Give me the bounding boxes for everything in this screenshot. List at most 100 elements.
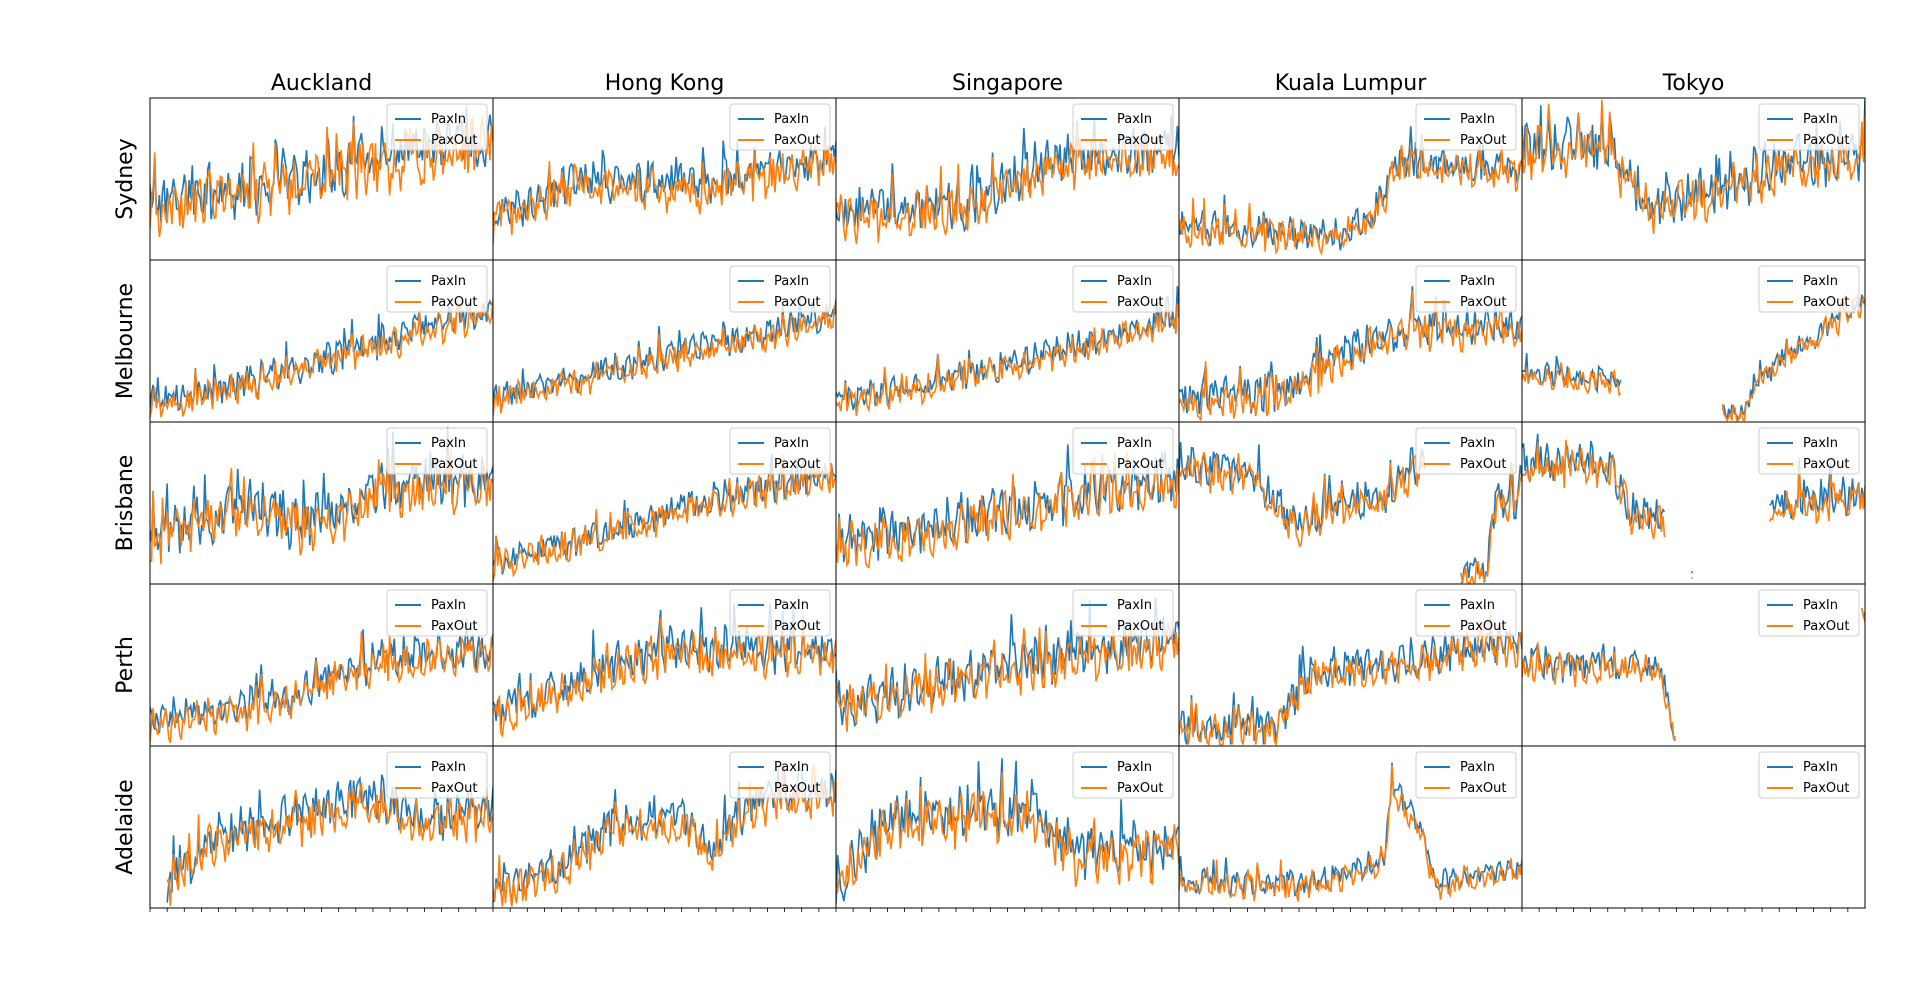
series-line-paxout bbox=[493, 141, 836, 245]
legend-label-paxout: PaxOut bbox=[1460, 295, 1506, 310]
panel-perth-tokyo: PaxIn PaxOut bbox=[1521, 583, 1866, 747]
panel-sydney-singapore: PaxIn PaxOut bbox=[835, 97, 1180, 261]
series-line-paxout bbox=[150, 449, 493, 565]
column-title-kuala-lumpur: Kuala Lumpur bbox=[1275, 71, 1427, 96]
legend-label-paxin: PaxIn bbox=[1460, 760, 1495, 775]
legend-label-paxout: PaxOut bbox=[431, 133, 477, 148]
series-line-paxout bbox=[836, 125, 1179, 244]
legend-label-paxout: PaxOut bbox=[1803, 133, 1849, 148]
legend-label-paxin: PaxIn bbox=[774, 436, 809, 451]
row-title-melbourne: Melbourne bbox=[113, 283, 138, 399]
legend-label-paxin: PaxIn bbox=[1460, 274, 1495, 289]
legend-label-paxin: PaxIn bbox=[1117, 436, 1152, 451]
legend-box bbox=[386, 589, 488, 637]
legend-label-paxout: PaxOut bbox=[1803, 295, 1849, 310]
legend-label-paxout: PaxOut bbox=[1117, 457, 1163, 472]
legend-label-paxout: PaxOut bbox=[431, 457, 477, 472]
row-title-brisbane: Brisbane bbox=[113, 455, 138, 552]
legend-label-paxout: PaxOut bbox=[1803, 457, 1849, 472]
series-line-paxout bbox=[1522, 439, 1865, 580]
legend-label-paxin: PaxIn bbox=[1803, 436, 1838, 451]
series-line-paxout bbox=[836, 618, 1179, 732]
column-title-tokyo: Tokyo bbox=[1662, 71, 1725, 96]
legend-box bbox=[1072, 427, 1174, 475]
column-title-auckland: Auckland bbox=[271, 71, 372, 96]
legend-label-paxout: PaxOut bbox=[1117, 781, 1163, 796]
series-line-paxout bbox=[493, 454, 836, 582]
panel-melbourne-singapore: PaxIn PaxOut bbox=[835, 259, 1180, 423]
series-line-paxout bbox=[1179, 290, 1522, 421]
row-title-sydney: Sydney bbox=[113, 138, 138, 219]
panel-melbourne-auckland: PaxIn PaxOut bbox=[149, 259, 494, 423]
legend-box bbox=[729, 265, 831, 313]
legend-box bbox=[729, 751, 831, 799]
panel-brisbane-tokyo: PaxIn PaxOut bbox=[1521, 421, 1866, 585]
legend-box bbox=[729, 103, 831, 151]
panel-adelaide-tokyo: PaxIn PaxOut bbox=[1521, 745, 1866, 912]
panel-adelaide-auckland: PaxIn PaxOut bbox=[149, 745, 494, 912]
panel-sydney-kuala-lumpur: PaxIn PaxOut bbox=[1178, 97, 1523, 261]
series-line-paxout bbox=[1179, 764, 1522, 902]
series-line-paxout bbox=[836, 303, 1179, 417]
legend-box bbox=[1415, 751, 1517, 799]
legend-label-paxout: PaxOut bbox=[1117, 619, 1163, 634]
legend-box bbox=[386, 265, 488, 313]
legend-label-paxout: PaxOut bbox=[1460, 781, 1506, 796]
legend-box bbox=[1758, 589, 1860, 637]
legend-box bbox=[386, 427, 488, 475]
legend-label-paxin: PaxIn bbox=[1803, 112, 1838, 127]
row-title-perth: Perth bbox=[113, 636, 138, 694]
series-line-paxout bbox=[1179, 138, 1522, 257]
legend-label-paxout: PaxOut bbox=[774, 781, 820, 796]
legend-box bbox=[729, 589, 831, 637]
legend-box bbox=[1415, 589, 1517, 637]
legend-label-paxin: PaxIn bbox=[774, 274, 809, 289]
legend-box bbox=[1758, 751, 1860, 799]
legend-label-paxin: PaxIn bbox=[1460, 436, 1495, 451]
series-line-paxout bbox=[1522, 608, 1865, 741]
legend-box bbox=[1415, 265, 1517, 313]
legend-label-paxout: PaxOut bbox=[1460, 619, 1506, 634]
panel-brisbane-auckland: PaxIn PaxOut bbox=[149, 421, 494, 585]
legend-label-paxin: PaxIn bbox=[1460, 598, 1495, 613]
legend-label-paxout: PaxOut bbox=[774, 295, 820, 310]
legend-label-paxin: PaxIn bbox=[1803, 760, 1838, 775]
legend-label-paxout: PaxOut bbox=[431, 619, 477, 634]
legend-box bbox=[1758, 427, 1860, 475]
legend-box bbox=[1072, 103, 1174, 151]
series-line-paxout bbox=[1179, 611, 1522, 746]
series-line-paxin bbox=[1522, 433, 1865, 574]
panel-adelaide-hong-kong: PaxIn PaxOut bbox=[492, 745, 837, 912]
legend-box bbox=[1415, 427, 1517, 475]
legend-box bbox=[386, 103, 488, 151]
legend-label-paxin: PaxIn bbox=[1117, 598, 1152, 613]
legend-label-paxout: PaxOut bbox=[1117, 133, 1163, 148]
legend-label-paxout: PaxOut bbox=[1117, 295, 1163, 310]
legend-label-paxin: PaxIn bbox=[1803, 274, 1838, 289]
legend-box bbox=[1072, 751, 1174, 799]
panel-brisbane-kuala-lumpur: PaxIn PaxOut bbox=[1178, 421, 1523, 585]
series-line-paxin bbox=[836, 758, 1179, 904]
series-line-paxin bbox=[1522, 294, 1865, 421]
legend-box bbox=[729, 427, 831, 475]
panel-melbourne-tokyo: PaxIn PaxOut bbox=[1521, 259, 1866, 423]
legend-box bbox=[1758, 103, 1860, 151]
series-line-paxout bbox=[493, 302, 836, 416]
series-line-paxin bbox=[836, 597, 1179, 728]
legend-label-paxin: PaxIn bbox=[1460, 112, 1495, 127]
legend-label-paxout: PaxOut bbox=[1803, 781, 1849, 796]
legend-label-paxout: PaxOut bbox=[1460, 133, 1506, 148]
legend-label-paxout: PaxOut bbox=[431, 781, 477, 796]
panel-melbourne-kuala-lumpur: PaxIn PaxOut bbox=[1178, 259, 1523, 423]
series-line-paxout bbox=[150, 297, 493, 418]
legend-label-paxin: PaxIn bbox=[774, 112, 809, 127]
column-title-singapore: Singapore bbox=[952, 71, 1063, 96]
legend-box bbox=[1415, 103, 1517, 151]
legend-label-paxin: PaxIn bbox=[431, 760, 466, 775]
panel-perth-singapore: PaxIn PaxOut bbox=[835, 583, 1180, 747]
series-line-paxout bbox=[836, 772, 1179, 895]
series-line-paxout bbox=[1522, 99, 1865, 234]
panel-adelaide-singapore: PaxIn PaxOut bbox=[835, 745, 1180, 912]
legend-label-paxin: PaxIn bbox=[1117, 274, 1152, 289]
